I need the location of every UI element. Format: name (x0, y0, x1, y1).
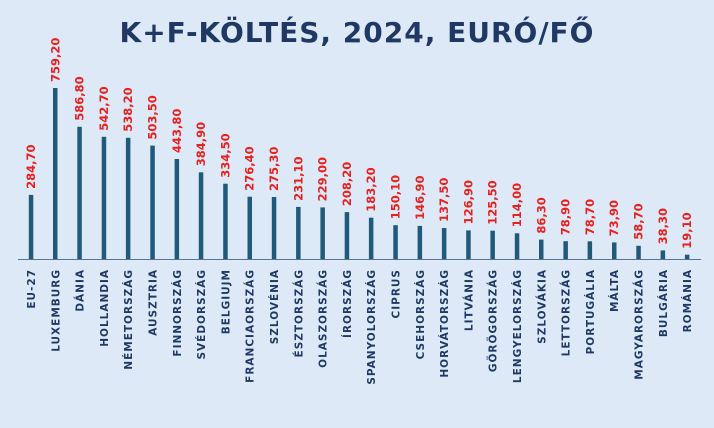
value-label: 538,20 (121, 87, 135, 131)
value-label: 759,20 (48, 38, 62, 82)
category-label: HORVÁTORSZÁG (438, 269, 451, 378)
category-label: MAGYARORSZÁG (633, 269, 646, 380)
category-label: SVÉDORSZÁG (195, 269, 208, 360)
value-label: 137,50 (437, 178, 451, 222)
category-label: LETTORSZÁG (560, 269, 573, 356)
value-label: 73,90 (607, 200, 621, 236)
value-label: 38,30 (656, 208, 670, 244)
bar (101, 136, 107, 259)
bar (563, 241, 568, 259)
value-label: 275,30 (267, 147, 281, 191)
value-label: 542,70 (97, 86, 111, 130)
category-label: NÉMETORSZÁG (122, 269, 135, 370)
chart-title: K+F-KÖLTÉS, 2024, EURÓ/FŐ (119, 16, 595, 49)
value-label: 125,50 (486, 180, 500, 224)
bar (539, 239, 544, 259)
category-label: OLASZORSZÁG (317, 269, 330, 368)
category-label: LENGYELORSZÁG (511, 269, 524, 383)
category-label: PORTUGÁLIA (584, 269, 597, 354)
value-label: 114,00 (510, 183, 524, 227)
bar (587, 241, 593, 259)
category-label: GÖRÖGORSZÁG (486, 269, 500, 372)
category-label: BULGÁRIA (657, 269, 670, 337)
bar (344, 212, 350, 259)
bar (441, 228, 447, 259)
category-label: AUSZTRIA (148, 269, 160, 336)
bar (660, 250, 666, 259)
category-label: ÉSZTORSZÁG (292, 269, 305, 357)
bar (53, 88, 58, 259)
bar (296, 206, 301, 259)
category-label: DÁNIA (74, 269, 87, 312)
value-label: 586,80 (73, 76, 87, 120)
value-label: 384,90 (194, 122, 208, 166)
bar (271, 197, 277, 259)
bar (150, 145, 155, 259)
bar (490, 230, 495, 259)
bar (514, 233, 520, 259)
value-label: 231,10 (291, 157, 305, 201)
value-label: 208,20 (340, 162, 354, 206)
value-label: 276,40 (243, 146, 257, 190)
category-label: SPANYOLORSZÁG (365, 269, 378, 385)
category-label: LUXEMBURG (50, 269, 62, 352)
value-label: 443,80 (170, 109, 184, 153)
bar (320, 207, 325, 259)
category-label: FRANCIAORSZÁG (244, 269, 257, 383)
category-label: HOLLANDIA (99, 269, 111, 347)
bar (223, 183, 228, 259)
value-label: 19,10 (680, 212, 694, 248)
value-label: 78,90 (559, 199, 573, 235)
bar (28, 194, 34, 259)
bar (174, 159, 180, 259)
category-label: LITVÁNIA (462, 269, 475, 331)
value-label: 126,90 (461, 180, 475, 224)
category-label: FINNORSZÁG (171, 269, 184, 357)
value-label: 503,50 (146, 95, 160, 139)
value-label: 58,70 (632, 203, 646, 239)
bar (368, 217, 374, 259)
bar (417, 225, 423, 259)
value-label: 183,20 (364, 167, 378, 211)
value-label: 78,70 (583, 199, 597, 235)
value-label: 334,50 (218, 133, 232, 177)
bar (636, 245, 641, 259)
bar (393, 225, 398, 259)
value-label: 146,90 (413, 176, 427, 220)
value-label: 284,70 (24, 145, 38, 189)
bar (125, 137, 131, 259)
category-label: ÍRORSZÁG (341, 269, 354, 338)
value-label: 150,10 (389, 175, 403, 219)
value-label: 86,30 (534, 197, 548, 233)
category-label: BELGIUJM (220, 269, 232, 334)
bar (684, 254, 690, 259)
category-label: ROMÁNIA (681, 269, 694, 332)
bar (198, 172, 204, 259)
category-label: CSEHORSZÁG (414, 269, 427, 359)
category-label: CIPRUS (391, 269, 403, 318)
bar (77, 126, 82, 259)
bar (247, 196, 252, 259)
value-label: 229,00 (316, 157, 330, 201)
category-label: SZLOVÉNIA (268, 269, 281, 344)
category-label: EU-27 (26, 269, 38, 309)
bar (612, 242, 617, 259)
bar (466, 230, 471, 259)
category-label: MÁLTA (608, 269, 621, 312)
category-label: SZLOVÁKIA (535, 269, 548, 344)
